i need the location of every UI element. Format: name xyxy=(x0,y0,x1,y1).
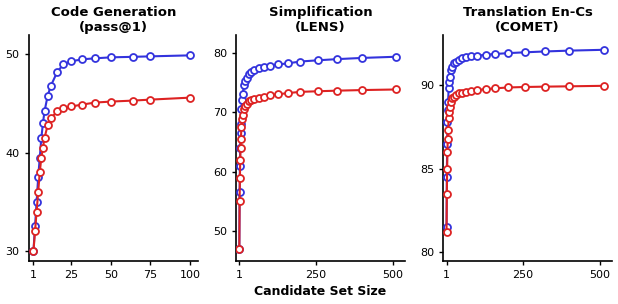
Title: Simplification
(LENS): Simplification (LENS) xyxy=(269,5,372,33)
Title: Code Generation
(pass@1): Code Generation (pass@1) xyxy=(51,5,176,33)
Title: Translation En-Cs
(COMET): Translation En-Cs (COMET) xyxy=(463,5,593,33)
X-axis label: Candidate Set Size: Candidate Set Size xyxy=(255,285,387,299)
